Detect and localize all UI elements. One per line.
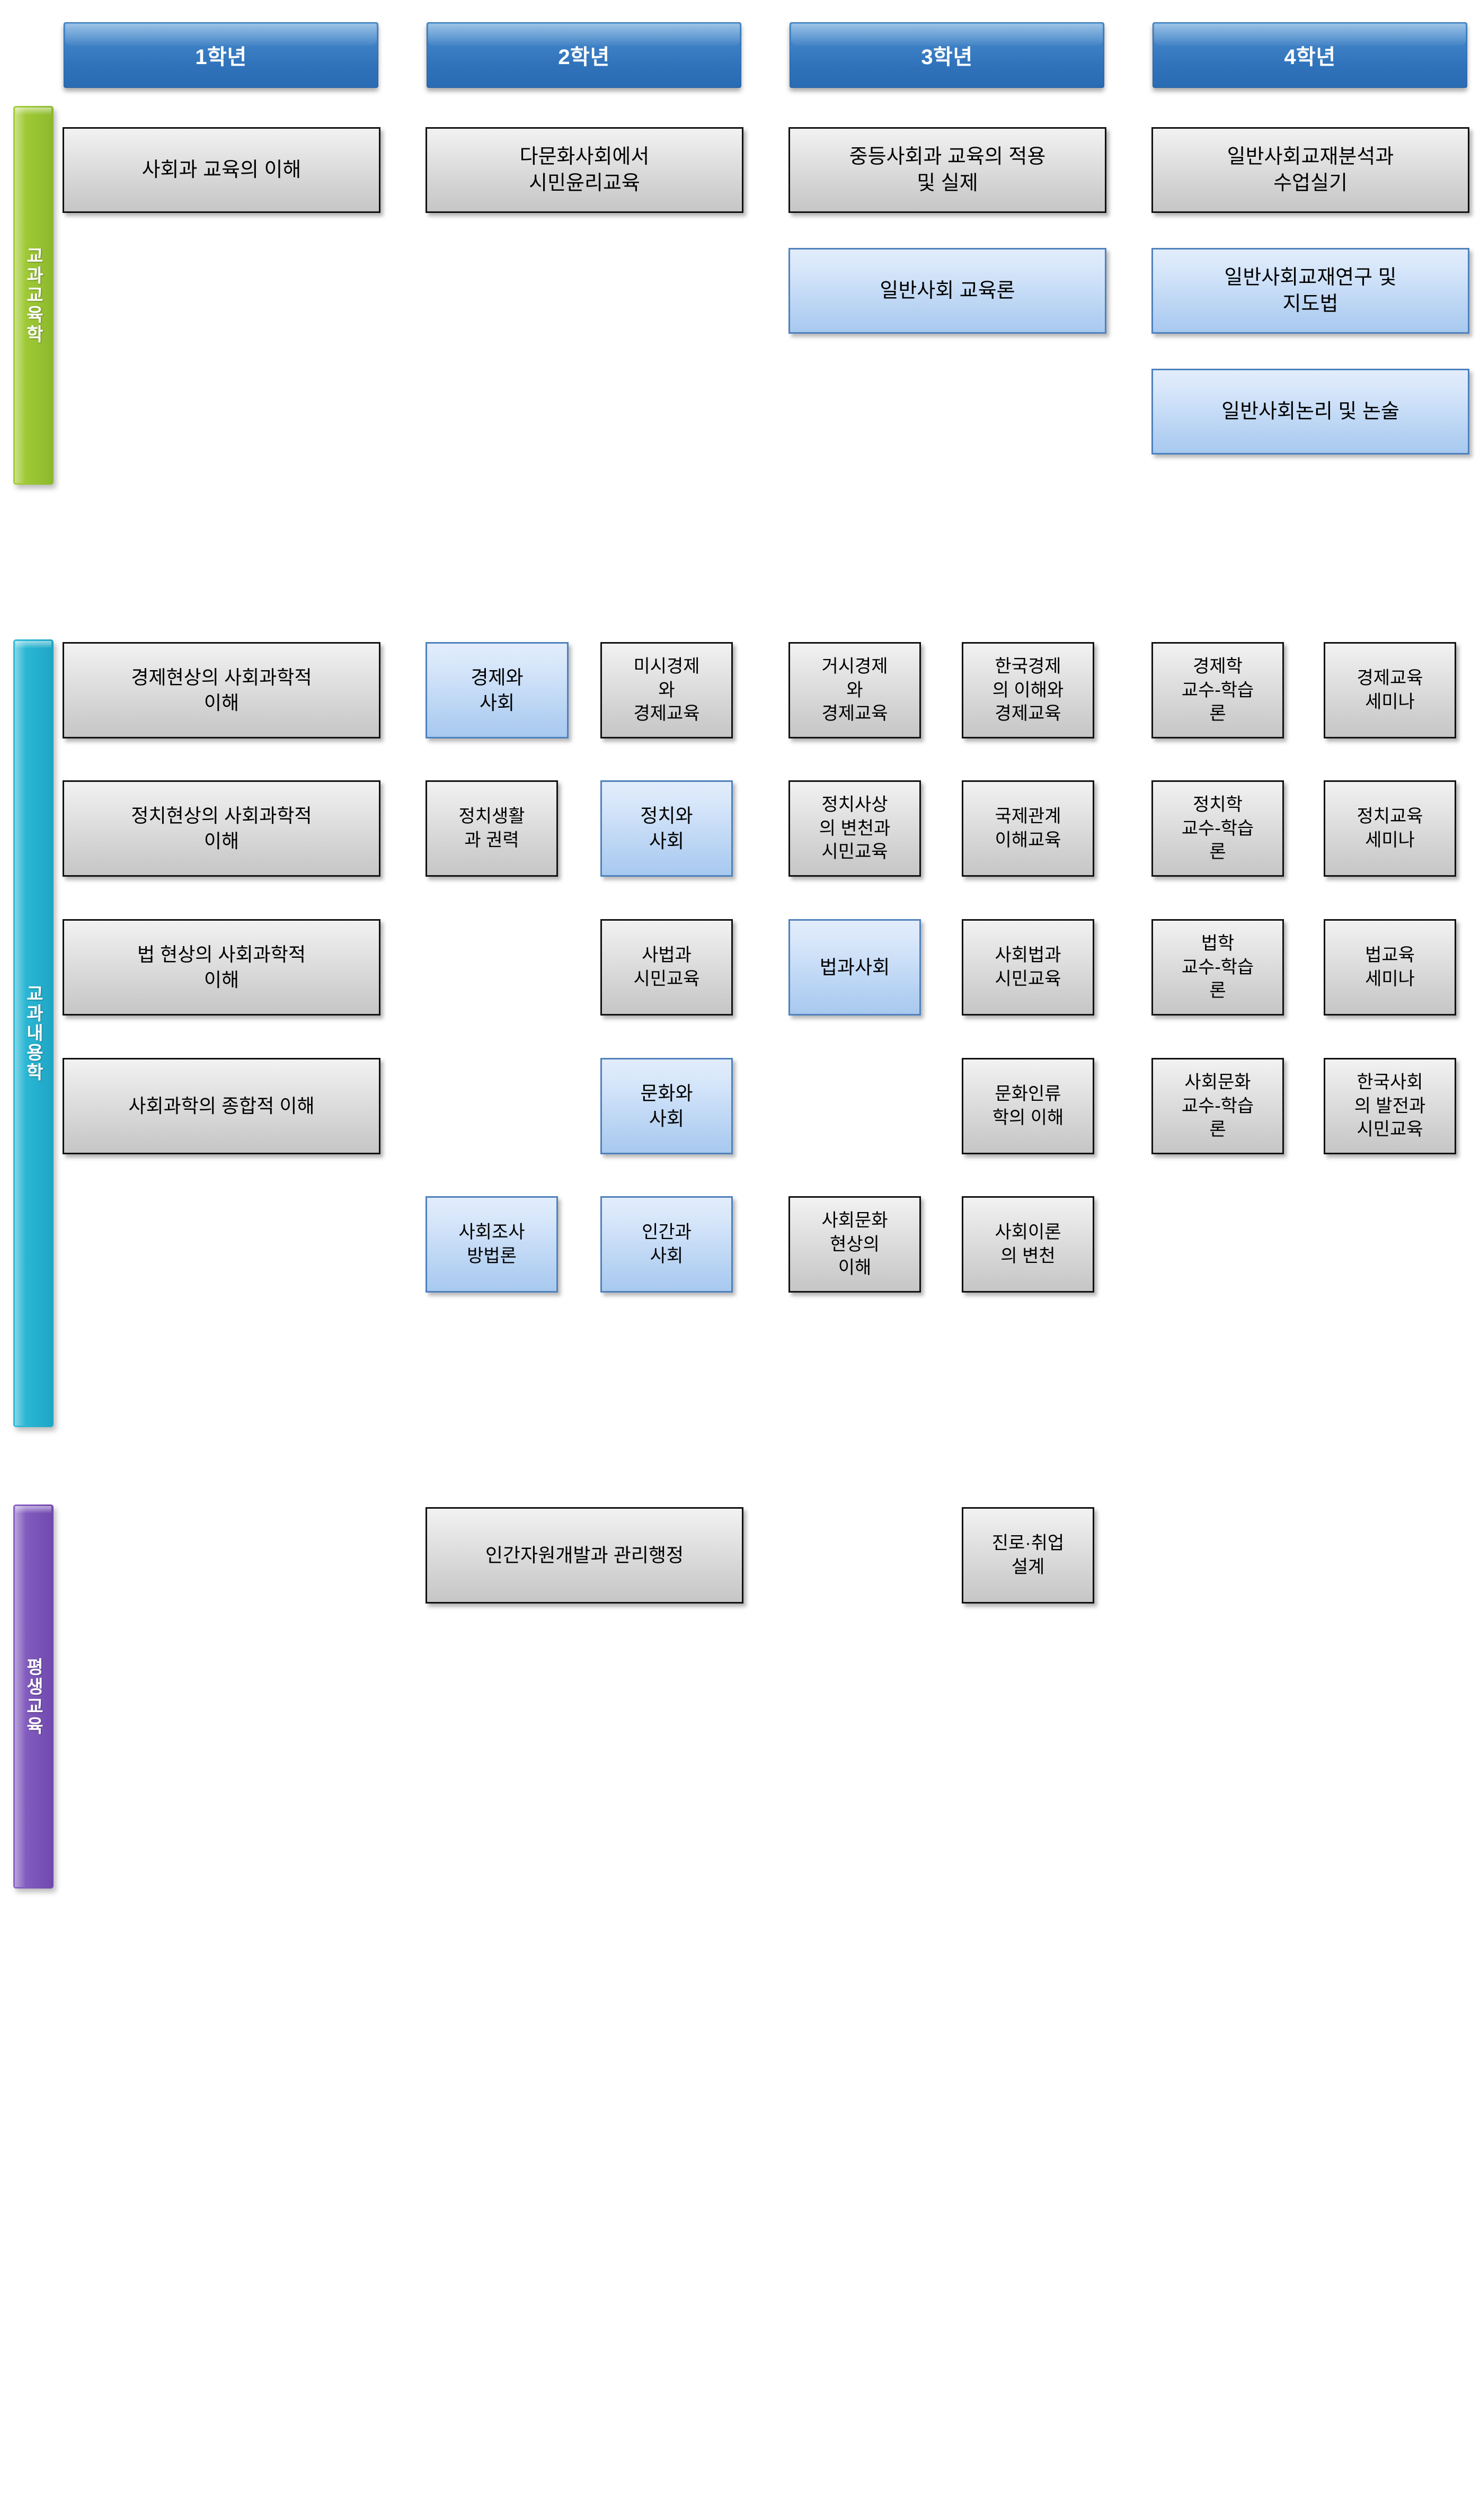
course-box[interactable]: 경제교육 세미나 [1324,642,1456,738]
course-box[interactable]: 정치생활 과 권력 [426,780,558,877]
course-box[interactable]: 문화와 사회 [600,1058,733,1154]
course-box[interactable]: 일반사회교재분석과 수업실기 [1151,127,1469,213]
course-box[interactable]: 법학 교수-학습 론 [1151,919,1284,1016]
category-bar-pedagogy[interactable]: 교과교육학 [13,106,54,485]
course-box[interactable]: 법 현상의 사회과학적 이해 [63,919,380,1016]
course-box[interactable]: 문화인류 학의 이해 [962,1058,1094,1154]
course-box[interactable]: 정치와 사회 [600,780,733,877]
grade-header-chip[interactable]: 1학년 [64,22,378,88]
course-box[interactable]: 국제관계 이해교육 [962,780,1094,877]
course-box[interactable]: 사회이론 의 변천 [962,1196,1094,1293]
course-box[interactable]: 법교육 세미나 [1324,919,1456,1016]
grade-header-label: 1학년 [195,46,247,69]
category-bar-label: 평생교육 [23,1657,43,1736]
course-box[interactable]: 경제학 교수-학습 론 [1151,642,1284,738]
grade-header-chip[interactable]: 4학년 [1153,22,1467,88]
grade-header-label: 4학년 [1284,46,1336,69]
course-box[interactable]: 경제와 사회 [426,642,569,738]
course-box[interactable]: 사회과학의 종합적 이해 [63,1058,380,1154]
course-box[interactable]: 한국경제 의 이해와 경제교육 [962,642,1094,738]
course-box[interactable]: 다문화사회에서 시민윤리교육 [426,127,743,213]
course-box[interactable]: 인간자원개발과 관리행정 [426,1507,743,1604]
course-box[interactable]: 일반사회 교육론 [788,248,1106,334]
course-box[interactable]: 정치학 교수-학습 론 [1151,780,1284,877]
course-box[interactable]: 정치현상의 사회과학적 이해 [63,780,380,877]
course-box[interactable]: 진로·취업 설계 [962,1507,1094,1604]
course-box[interactable]: 사회문화 현상의 이해 [788,1196,921,1293]
course-box[interactable]: 사회문화 교수-학습 론 [1151,1058,1284,1154]
grade-header-chip[interactable]: 2학년 [427,22,741,88]
course-box[interactable]: 사회법과 시민교육 [962,919,1094,1016]
course-box[interactable]: 중등사회과 교육의 적용 및 실제 [788,127,1106,213]
course-box[interactable]: 인간과 사회 [600,1196,733,1293]
course-box[interactable]: 일반사회논리 및 논술 [1151,369,1469,455]
category-bar-lifelong[interactable]: 평생교육 [13,1504,54,1889]
category-bar-label: 교과교육학 [23,246,43,344]
grade-header-chip[interactable]: 3학년 [790,22,1104,88]
grade-header-label: 2학년 [558,46,610,69]
course-box[interactable]: 사회과 교육의 이해 [63,127,380,213]
course-box[interactable]: 정치사상 의 변천과 시민교육 [788,780,921,877]
course-box[interactable]: 미시경제 와 경제교육 [600,642,733,738]
course-box[interactable]: 경제현상의 사회과학적 이해 [63,642,380,738]
course-box[interactable]: 거시경제 와 경제교육 [788,642,921,738]
grade-header-label: 3학년 [921,46,973,69]
course-box[interactable]: 사법과 시민교육 [600,919,733,1016]
course-box[interactable]: 정치교육 세미나 [1324,780,1456,877]
course-box[interactable]: 일반사회교재연구 및 지도법 [1151,248,1469,334]
category-bar-content[interactable]: 교과내용학 [13,639,54,1427]
category-bar-label: 교과내용학 [23,984,43,1082]
course-box[interactable]: 사회조사 방법론 [426,1196,558,1293]
course-box[interactable]: 법과사회 [788,919,921,1016]
course-box[interactable]: 한국사회 의 발전과 시민교육 [1324,1058,1456,1154]
